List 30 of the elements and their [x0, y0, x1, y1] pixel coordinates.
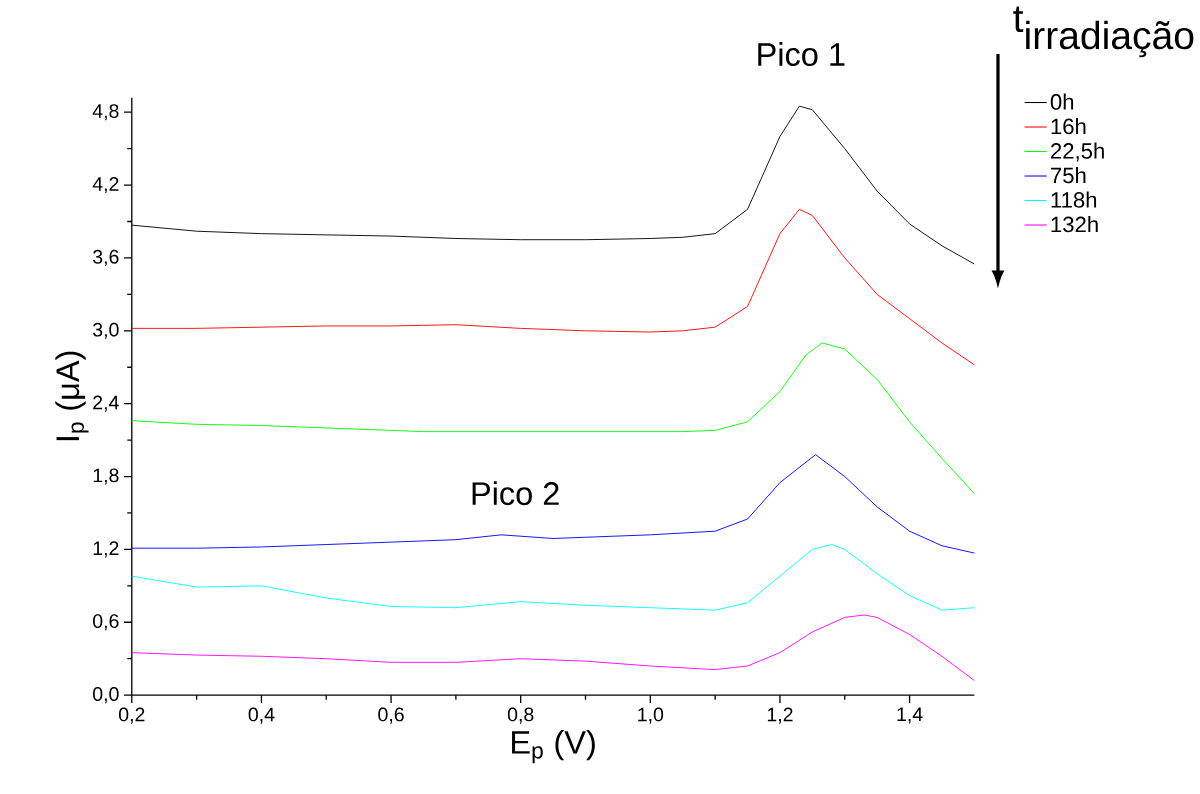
text: Pico 1: [758, 42, 845, 67]
y-tick-label: 1,2: [93, 541, 119, 558]
legend-label: 22,5h: [1051, 142, 1104, 162]
x-axis-title: E$_{p}$ (V): [512, 730, 595, 764]
x-tick-label: 0,2: [118, 707, 145, 724]
line-series: [131, 544, 975, 611]
x-tick-label: 0,8: [507, 707, 534, 724]
y-tick-label: 0,0: [93, 687, 119, 704]
y-tick-label: 2,4: [93, 395, 119, 412]
y-tick-label: 3,0: [92, 322, 119, 339]
legend-label: 75h: [1051, 167, 1086, 184]
legend-label: 0h: [1050, 93, 1074, 110]
x-tick-label: 1,0: [638, 707, 664, 724]
legend-label: 16h: [1051, 118, 1086, 135]
x-tick-label: 1,4: [897, 707, 923, 724]
x-tick-label: 0,6: [378, 707, 404, 724]
x-tick-label: 1,2: [767, 707, 793, 724]
y-tick-label: 0,6: [93, 614, 119, 631]
legend-label: 118h: [1051, 191, 1097, 208]
y-tick-label: 4,2: [92, 177, 119, 194]
line-series: [131, 454, 975, 554]
legend-title: $\mbox{t}_{\mbox{irradiação}}$: [1013, 6, 1194, 58]
annotation: Pico 2: [472, 481, 559, 506]
legend-label: 132h: [1051, 216, 1098, 233]
y-tick-label: 4,8: [92, 104, 119, 121]
x-tick-label: 0,4: [248, 707, 275, 724]
y-axis-title: I$_{p}$ (μA): [55, 351, 89, 441]
y-tick-label: 1,8: [93, 468, 119, 485]
y-tick-label: 3,6: [92, 249, 119, 267]
line-series: [131, 614, 975, 682]
